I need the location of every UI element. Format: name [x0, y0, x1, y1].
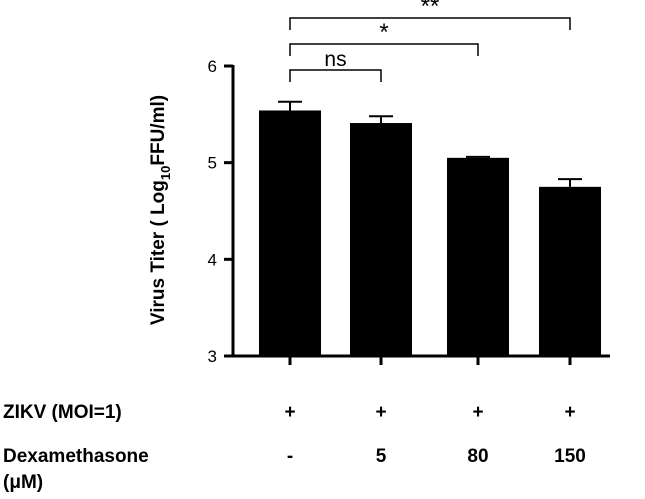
dexamethasone-unit: (μM): [3, 472, 44, 493]
significance-label: **: [421, 0, 440, 20]
significance-label: *: [379, 19, 388, 46]
zikv-row-label: ZIKV (MOI=1): [3, 402, 122, 423]
y-tick-label: 3: [208, 347, 217, 366]
dexamethasone-label: Dexamethasone: [3, 446, 149, 467]
bar: [447, 157, 509, 356]
significance-bracket: [289, 17, 571, 30]
zikv-value: +: [564, 402, 576, 423]
y-axis-label: Virus Titer ( Log10FFU/ml): [148, 95, 173, 325]
y-tick-label: 4: [208, 250, 217, 269]
bar: [350, 123, 412, 357]
dex-value: 80: [467, 446, 489, 467]
dex-value: -: [286, 446, 294, 467]
significance-bracket: [289, 69, 382, 82]
significance-bracket: [289, 43, 479, 56]
bar: [539, 186, 601, 356]
y-axis-label-subscript: 10: [158, 166, 173, 180]
zikv-value: +: [472, 402, 484, 423]
dex-value: 150: [554, 446, 586, 467]
y-axis-label-prefix: Virus Titer ( Log: [148, 180, 169, 325]
y-axis-label-suffix: FFU/ml): [148, 95, 169, 166]
y-tick-label: 6: [208, 57, 217, 76]
significance-label: ns: [324, 48, 346, 71]
dex-value: 5: [375, 446, 387, 467]
bar: [259, 110, 321, 356]
y-tick-label: 5: [208, 154, 217, 173]
zikv-value: +: [375, 402, 387, 423]
zikv-value: +: [284, 402, 296, 423]
